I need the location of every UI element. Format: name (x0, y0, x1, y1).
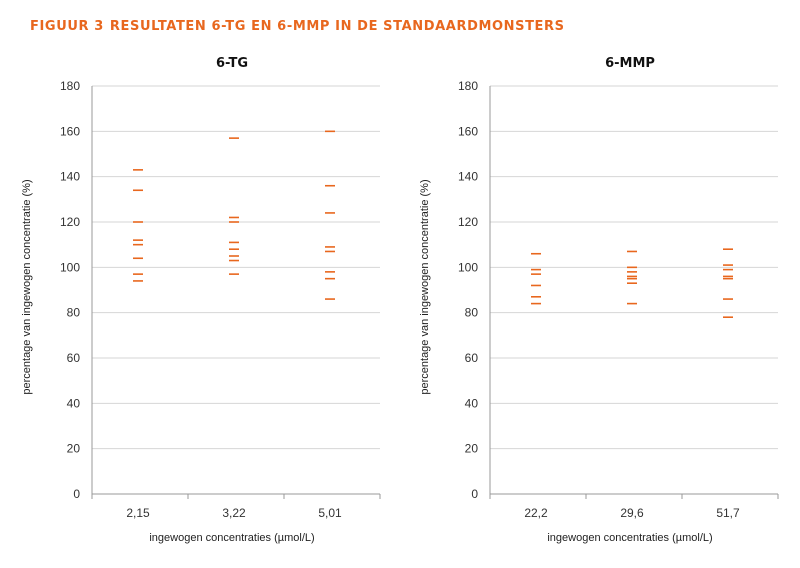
y-tick-label: 40 (465, 396, 479, 410)
y-tick-label: 100 (458, 260, 478, 274)
y-tick-label: 180 (458, 79, 478, 93)
y-tick-label: 40 (67, 396, 81, 410)
y-tick-label: 0 (471, 487, 478, 501)
y-tick-label: 0 (73, 487, 80, 501)
y-tick-label: 120 (60, 215, 80, 229)
y-tick-label: 140 (60, 170, 80, 184)
x-axis-label: ingewogen concentraties (µmol/L) (149, 532, 314, 544)
figure-title-text: RESULTATEN 6-TG EN 6-MMP IN DE STANDAARD… (109, 19, 565, 34)
y-tick-label: 20 (465, 442, 479, 456)
x-tick-label: 2,15 (126, 506, 150, 520)
y-tick-label: 60 (67, 351, 81, 365)
x-tick-label: 3,22 (222, 506, 246, 520)
y-tick-label: 160 (60, 124, 80, 138)
x-tick-label: 51,7 (716, 506, 740, 520)
x-axis-label: ingewogen concentraties (µmol/L) (547, 532, 712, 544)
y-tick-label: 120 (458, 215, 478, 229)
y-axis-label: percentage van ingewogen concentratie (%… (419, 179, 431, 394)
y-axis-label: percentage van ingewogen concentratie (%… (21, 179, 33, 394)
x-tick-label: 29,6 (620, 506, 644, 520)
y-tick-label: 60 (465, 351, 479, 365)
y-tick-label: 100 (60, 260, 80, 274)
panel-title: 6-TG (216, 56, 248, 71)
panel-title: 6-MMP (605, 56, 655, 71)
y-tick-label: 160 (458, 124, 478, 138)
x-tick-label: 22,2 (524, 506, 548, 520)
y-tick-label: 140 (458, 170, 478, 184)
y-tick-label: 80 (67, 306, 81, 320)
y-tick-label: 80 (465, 306, 479, 320)
x-tick-label: 5,01 (318, 506, 342, 520)
y-tick-label: 20 (67, 442, 81, 456)
figure-label: FIGUUR 3 (30, 19, 104, 34)
figure-title: FIGUUR 3 RESULTATEN 6-TG EN 6-MMP IN DE S… (30, 19, 565, 34)
y-tick-label: 180 (60, 79, 80, 93)
